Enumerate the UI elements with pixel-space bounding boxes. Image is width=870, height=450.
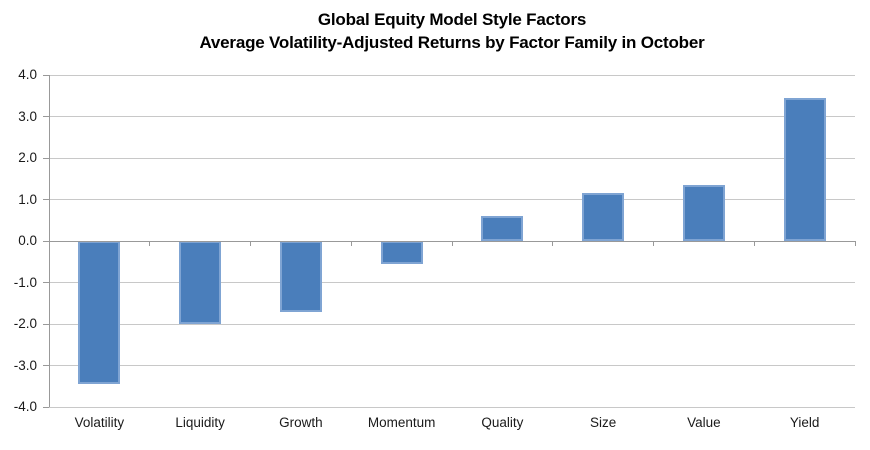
x-axis-tick [552, 241, 554, 246]
x-axis-tick [753, 241, 755, 246]
gridline [49, 282, 855, 283]
x-axis-label-growth: Growth [279, 415, 323, 430]
y-axis-label: 3.0 [18, 108, 37, 124]
bar-momentum [380, 241, 423, 264]
x-axis-tick [451, 241, 453, 246]
y-axis-label: -2.0 [13, 316, 37, 331]
x-axis-label-value: Value [687, 415, 721, 430]
y-axis-line [49, 75, 50, 407]
y-axis-tick [43, 240, 49, 242]
y-axis-label: 2.0 [18, 150, 37, 165]
gridline [49, 74, 855, 76]
chart-title-block: Global Equity Model Style Factors Averag… [49, 8, 855, 54]
plot-area [43, 74, 856, 408]
y-axis-tick [43, 74, 49, 76]
x-axis-label-momentum: Momentum [367, 415, 436, 430]
x-axis-tick [48, 241, 50, 246]
y-axis-tick [43, 116, 49, 117]
y-axis-tick [43, 199, 49, 200]
y-axis-tick [43, 323, 49, 325]
y-axis-label: -1.0 [13, 274, 37, 290]
bar-quality [481, 216, 524, 241]
y-axis-tick [43, 157, 49, 159]
x-axis-tick [250, 241, 251, 246]
y-axis-label: -4.0 [13, 399, 37, 414]
y-axis-label: -3.0 [13, 357, 37, 373]
chart-title: Global Equity Model Style Factors [317, 10, 587, 29]
y-axis-tick [43, 365, 49, 366]
x-axis-tick [854, 241, 856, 246]
bar-liquidity [179, 241, 222, 324]
bar-volatility [78, 241, 121, 385]
bar-yield [783, 97, 826, 241]
y-axis-label: 4.0 [18, 67, 37, 82]
chart-subtitle: Average Volatility-Adjusted Returns by F… [199, 33, 705, 52]
gridline [49, 365, 855, 366]
x-axis-tick [653, 241, 654, 246]
bar-growth [279, 241, 322, 312]
x-axis-tick [350, 241, 352, 246]
gridline [49, 199, 855, 200]
x-axis-label-size: Size [589, 415, 617, 430]
bar-size [582, 193, 625, 241]
x-axis-tick [149, 241, 151, 246]
x-axis-label-yield: Yield [789, 415, 820, 430]
gridline [49, 406, 855, 408]
y-axis-tick [43, 282, 49, 283]
gridline [49, 323, 855, 325]
y-axis-label: 0.0 [18, 233, 37, 248]
bar-value [682, 184, 725, 241]
x-axis-label-volatility: Volatility [74, 415, 125, 430]
x-axis-label-liquidity: Liquidity [175, 415, 225, 430]
y-axis-tick [43, 406, 49, 408]
gridline [49, 157, 855, 159]
y-axis-label: 1.0 [18, 191, 37, 207]
x-axis-label-quality: Quality [481, 415, 524, 430]
gridline [49, 116, 855, 117]
